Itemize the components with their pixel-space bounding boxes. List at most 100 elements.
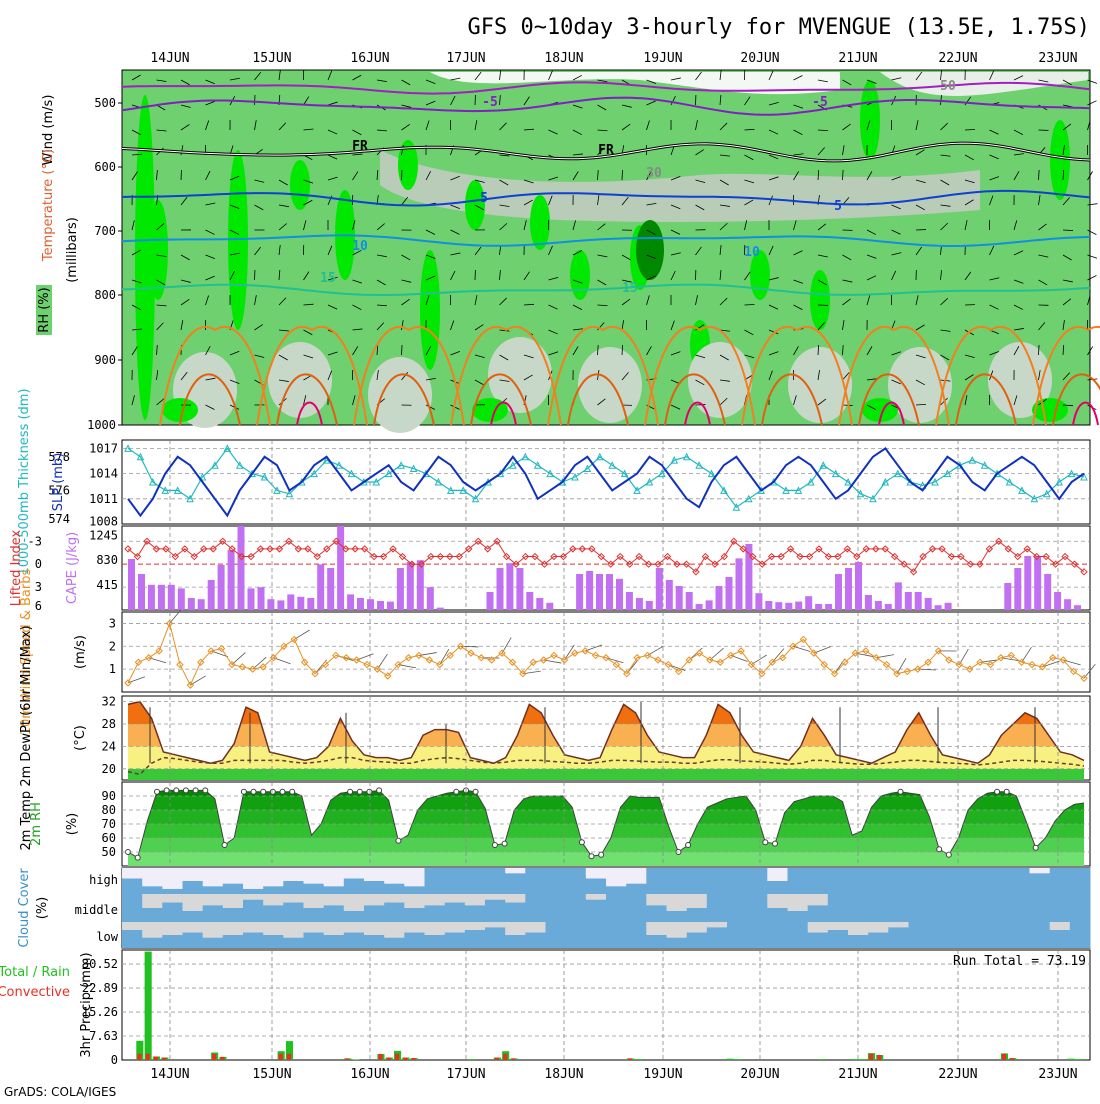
wind-ticks: 321 — [109, 616, 116, 676]
cloud-block — [203, 886, 224, 894]
cloud-clear — [324, 868, 345, 886]
cloud-clear — [223, 894, 244, 908]
cape-bar — [407, 562, 414, 610]
cape-bar — [357, 598, 364, 610]
date-label-top: 22JUN — [938, 51, 977, 66]
precip-bar — [735, 1059, 742, 1060]
cloud-block — [263, 935, 284, 948]
cloud-block — [828, 894, 849, 922]
rh-point — [203, 788, 208, 793]
axis-tick-label: 24 — [102, 739, 116, 753]
rh-point — [261, 789, 266, 794]
cloud-clear — [122, 868, 143, 878]
rh-point — [1004, 789, 1009, 794]
cape-bar — [765, 601, 772, 610]
cloud-block — [485, 900, 506, 922]
cloud-block — [223, 908, 244, 922]
cape-bar — [576, 574, 583, 610]
cloud-block — [788, 868, 809, 894]
cape-bar — [845, 568, 852, 610]
cloud-clear — [223, 922, 244, 935]
cloud-clear — [142, 922, 163, 938]
rh-point — [290, 789, 295, 794]
cloud-block — [969, 894, 990, 922]
precip-conv-bar — [395, 1054, 399, 1060]
cloud-clear — [203, 922, 224, 938]
cloud-clear — [646, 894, 667, 905]
cloud-block — [324, 886, 345, 894]
precip-bar — [145, 952, 152, 1060]
contour-label: 15 — [320, 271, 336, 286]
cloud-block — [929, 922, 950, 948]
rh-point — [686, 843, 691, 848]
cloud-blocks — [122, 868, 1091, 948]
cape-bar — [1054, 592, 1061, 610]
axis-tick-label: -3 — [28, 534, 42, 548]
cloud-block — [1050, 930, 1071, 948]
axis-tick-label: 6 — [35, 599, 42, 613]
cloud-clear — [425, 922, 446, 935]
axis-tick-label: 20 — [102, 762, 116, 776]
rh-point — [454, 789, 459, 794]
cape-bar — [905, 592, 912, 610]
wind-barb — [965, 129, 975, 130]
cloud-block — [949, 894, 970, 922]
precip-ylabel: 3hr Precip (mm) — [79, 952, 94, 1057]
cape-bar — [208, 580, 215, 610]
cloud-block — [283, 881, 304, 894]
cape-bar — [546, 603, 553, 610]
cape-bar — [895, 582, 902, 610]
cape-bar — [726, 577, 733, 610]
cape-bar — [755, 593, 762, 610]
precip-conv-bar — [387, 1058, 391, 1061]
rh-point — [155, 789, 160, 794]
cloud-clear — [667, 894, 688, 911]
cloud-block — [445, 868, 466, 894]
cloud-block — [767, 922, 788, 948]
precip-conv-bar — [287, 1054, 291, 1060]
cloud-block — [1030, 894, 1051, 922]
rh-dry-lowlevel — [578, 347, 642, 423]
cloud-block — [747, 868, 768, 894]
precip-conv-bar — [1010, 1058, 1014, 1060]
cloud-clear — [344, 922, 365, 932]
cape-bar — [497, 568, 504, 610]
cape-bar — [277, 600, 284, 610]
cloud-clear — [445, 894, 466, 902]
cloud-block — [505, 873, 526, 894]
cape-bar — [825, 604, 832, 610]
cloud-block — [909, 894, 930, 922]
cape-bar — [636, 598, 643, 610]
cloud-clear — [828, 922, 849, 930]
precip-conv-bar — [378, 1054, 382, 1060]
cloud-block — [162, 889, 183, 894]
cloud-clear — [425, 894, 446, 905]
rh-moist-streak — [290, 160, 310, 210]
cloud-block — [667, 868, 688, 894]
cloud-block — [646, 868, 667, 894]
precip-conv-bar — [345, 1058, 349, 1060]
cloud-clear — [384, 894, 405, 902]
temperature-label: Temperature (°C) — [41, 149, 56, 262]
axis-tick-label: 70 — [102, 817, 116, 831]
cape-bar — [1044, 574, 1051, 610]
cloud-block — [606, 886, 627, 894]
cloud-block — [122, 878, 143, 894]
precip-conv-bar — [146, 1054, 150, 1060]
cape-bar — [516, 568, 523, 610]
cloud-block — [142, 886, 163, 894]
rh-point — [995, 789, 1000, 794]
level-label: 900 — [94, 353, 116, 367]
cloud-clear — [142, 894, 163, 908]
cloud-clear — [283, 894, 304, 902]
cape-bar — [1004, 583, 1011, 610]
precip-conv-bar — [877, 1055, 881, 1060]
cloud-block — [344, 878, 365, 894]
axis-tick-label: 0 — [35, 557, 42, 571]
cloud-block — [344, 932, 365, 948]
cloud-block — [808, 932, 829, 948]
axis-tick-label: low — [96, 930, 118, 944]
cape-bar — [188, 598, 195, 610]
cloud-block — [1050, 894, 1071, 922]
